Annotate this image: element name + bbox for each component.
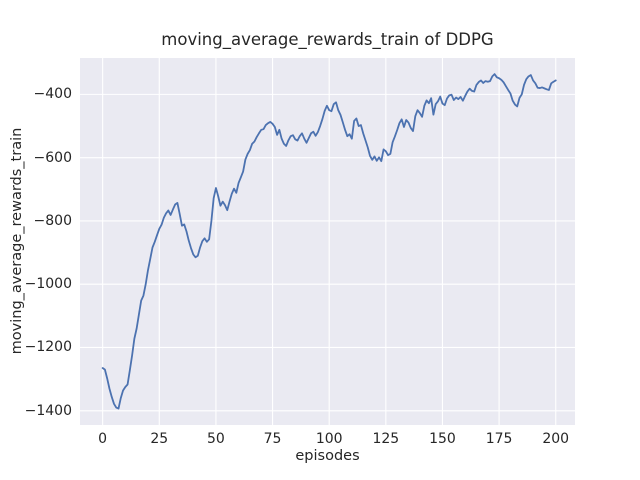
axes-background [80, 58, 575, 425]
x-tick-label: 0 [98, 431, 108, 447]
y-tick-label: −600 [33, 149, 72, 166]
x-tick-label: 50 [207, 431, 225, 447]
y-tick-label: −800 [33, 212, 72, 229]
x-tick-label: 175 [485, 431, 513, 447]
data-line [101, 73, 557, 410]
x-tick-label: 125 [372, 431, 400, 447]
x-tick-label: 100 [315, 431, 343, 447]
y-tick-label: −1200 [24, 339, 72, 356]
y-tick-label: −1000 [24, 276, 72, 293]
chart-title: moving_average_rewards_train of DDPG [161, 30, 494, 49]
x-tick-label: 75 [263, 431, 282, 447]
x-tick-label: 200 [542, 431, 570, 447]
x-tick-label: 25 [150, 431, 169, 447]
y-tick-label: −400 [33, 86, 72, 103]
x-tick-label: 150 [429, 431, 456, 447]
y-tick-label: −1400 [24, 402, 72, 419]
x-axis-label: episodes [295, 448, 360, 464]
